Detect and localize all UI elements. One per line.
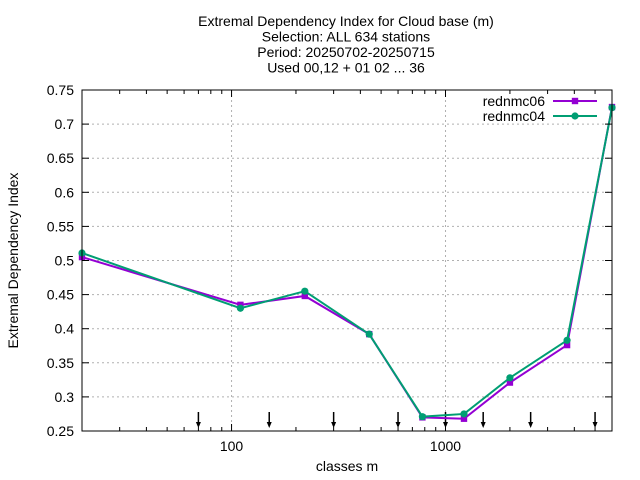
title-line: Selection: ALL 634 stations (262, 29, 430, 45)
series-rednmc06 (78, 103, 616, 422)
data-point (301, 287, 309, 295)
threshold-arrow (528, 412, 534, 428)
y-tick-label: 0.25 (47, 423, 74, 439)
y-tick-label: 0.65 (47, 150, 74, 166)
y-tick-label: 0.75 (47, 82, 74, 98)
arrow-head (266, 422, 272, 428)
series-line (81, 106, 613, 420)
y-tick-label: 0.5 (55, 253, 75, 269)
data-point (563, 336, 571, 344)
data-point (506, 379, 514, 386)
threshold-arrow (395, 412, 401, 428)
y-tick-label: 0.4 (55, 321, 75, 337)
y-tick-label: 0.6 (55, 184, 75, 200)
legend-marker (571, 97, 579, 105)
data-point (365, 330, 373, 338)
chart-title: Extremal Dependency Index for Cloud base… (198, 13, 494, 76)
x-axis: 100 1000 (119, 90, 596, 454)
arrow-head (528, 422, 534, 428)
arrow-head (395, 422, 401, 428)
data-point (506, 374, 514, 382)
x-tick-label: 1000 (430, 438, 461, 454)
data-point (563, 341, 571, 349)
threshold-arrow (195, 412, 201, 428)
arrow-head (480, 422, 486, 428)
y-tick-label: 0.45 (47, 287, 74, 303)
data-point (236, 304, 245, 312)
title-line: Used 00,12 + 01 02 ... 36 (267, 60, 425, 76)
data-point (301, 292, 309, 300)
threshold-arrow (480, 412, 486, 428)
threshold-arrow (266, 412, 272, 428)
data-point (460, 410, 468, 418)
x-axis-label: classes m (316, 458, 378, 474)
arrow-head (195, 422, 201, 428)
y-axis-label: Extremal Dependency Index (5, 173, 21, 349)
threshold-arrow (331, 412, 337, 428)
y-tick-label: 0.7 (55, 116, 75, 132)
series-line (81, 107, 613, 418)
x-tick-label: 100 (220, 438, 244, 454)
legend-label: rednmc04 (483, 108, 545, 124)
y-tick-label: 0.55 (47, 218, 74, 234)
legend-marker (571, 112, 579, 120)
title-line: Period: 20250702-20250715 (257, 44, 435, 60)
arrow-head (592, 422, 598, 428)
series-rednmc04 (78, 104, 616, 421)
y-axis: 0.25 0.3 0.35 0.4 0.45 0.5 0.55 0.6 0.65 0.7 0.75 (47, 82, 612, 439)
title-line: Extremal Dependency Index for Cloud base… (198, 13, 494, 29)
arrow-head (331, 422, 337, 428)
threshold-markers (195, 412, 598, 428)
y-tick-label: 0.35 (47, 355, 74, 371)
y-tick-label: 0.3 (55, 389, 75, 405)
data-point (460, 415, 468, 422)
threshold-arrow (592, 412, 598, 428)
legend-label: rednmc06 (483, 93, 545, 109)
series-group (78, 103, 616, 422)
data-point (418, 413, 427, 421)
grid (82, 90, 612, 431)
